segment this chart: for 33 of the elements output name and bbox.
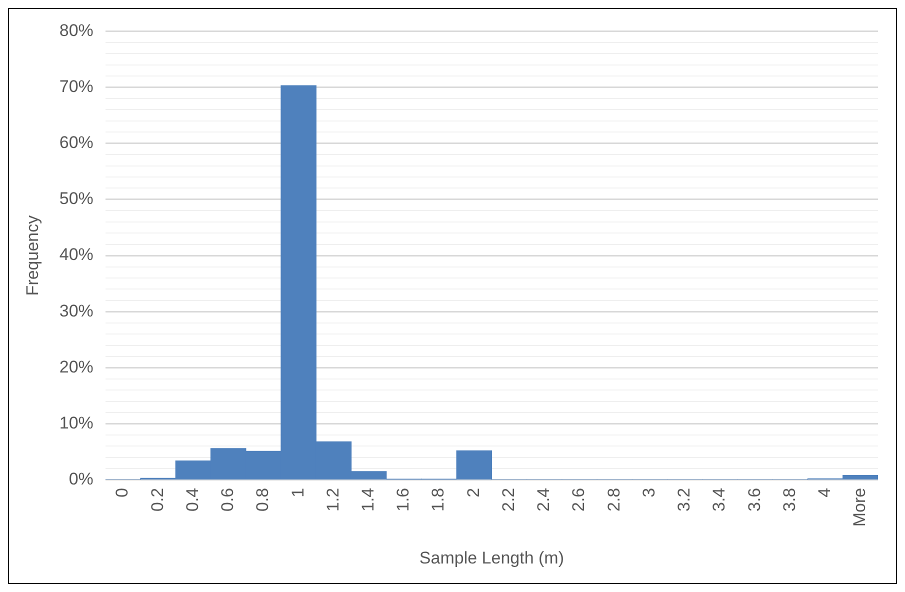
y-tick-label: 60% <box>59 133 94 152</box>
x-tick-label: 2.4 <box>534 488 554 512</box>
y-tick-label: 70% <box>59 76 94 96</box>
x-tick-label: 0 <box>112 488 132 498</box>
x-tick-label: 3.4 <box>710 488 729 512</box>
y-axis-title: Frequency <box>22 214 42 296</box>
x-tick-label: 0.6 <box>218 488 238 512</box>
y-tick-label: 30% <box>59 301 94 320</box>
x-tick-label: 3.6 <box>744 488 764 512</box>
x-tick-label: 0.8 <box>253 488 272 512</box>
x-tick-label: 2.6 <box>569 488 588 512</box>
x-tick-label: 1.2 <box>323 488 342 512</box>
x-tick-label: 0.4 <box>182 488 202 512</box>
x-tick-label: 1.4 <box>358 488 378 512</box>
y-tick-label: 50% <box>59 189 94 208</box>
y-tick-label: 10% <box>59 413 94 432</box>
x-axis-title: Sample Length (m) <box>419 548 564 568</box>
y-tick-label: 80% <box>59 20 94 40</box>
y-tick-label: 20% <box>59 357 94 376</box>
x-tick-label: 1.6 <box>394 488 413 512</box>
x-tick-label: 2.2 <box>498 488 518 512</box>
x-tick-label: 3 <box>639 488 658 498</box>
x-tick-label: 3.8 <box>780 488 799 512</box>
x-tick-label: 1 <box>288 488 308 498</box>
x-tick-label: 3.2 <box>674 488 694 512</box>
x-tick-label: 2.8 <box>604 488 624 512</box>
x-tick-label: More <box>850 488 870 527</box>
y-tick-label: 40% <box>59 245 94 264</box>
x-tick-label: 0.2 <box>148 488 167 512</box>
x-tick-label: 2 <box>464 488 483 498</box>
x-tick-label: 1.8 <box>428 488 448 512</box>
x-tick-label: 4 <box>815 488 834 498</box>
y-tick-label: 0% <box>68 470 94 489</box>
